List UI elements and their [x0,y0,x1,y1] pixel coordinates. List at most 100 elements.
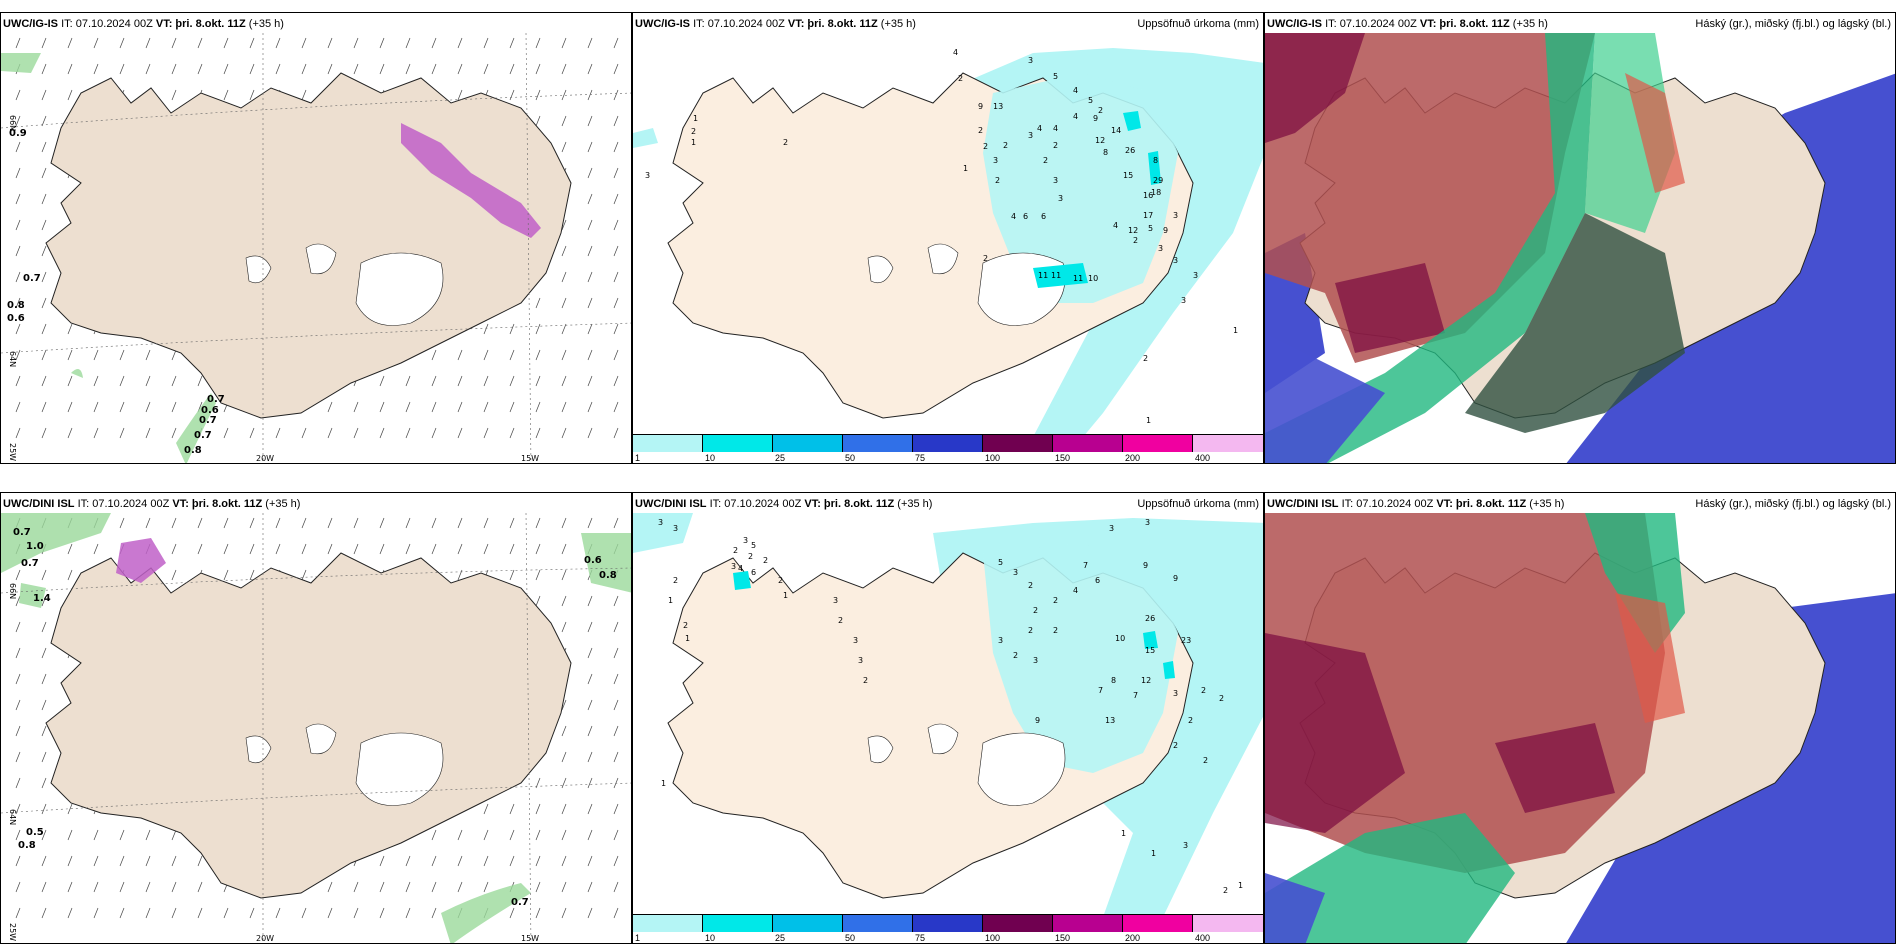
value-label: 0.6 [7,313,25,324]
mid-cloud-dark [1465,213,1685,433]
wind-barb [353,907,359,919]
wind-barb [171,855,177,867]
value-label: 2 [983,254,988,263]
wind-barb [405,543,411,555]
wind-barb [587,37,593,49]
value-label: 26 [1145,614,1155,623]
wind-barb [613,621,619,633]
value-label: 3 [1173,256,1178,265]
wind-barb [613,725,619,737]
wind-barb [197,907,203,919]
field-label: Uppsöfnuð úrkoma (mm) [1137,498,1259,510]
field-label: Háský (gr.), miðský (fj.bl.) og lágský (… [1695,498,1891,510]
wind-barb [483,375,489,387]
wind-barb [431,375,437,387]
value-label: 1 [1121,829,1126,838]
wind-barb [249,37,255,49]
wind-barb [561,621,567,633]
wind-barb [509,829,515,841]
wind-barb [15,245,21,257]
value-label: 0.6 [584,555,602,566]
wind-barb [431,829,437,841]
value-label: 2 [1013,651,1018,660]
wind-barb [587,375,593,387]
wind-barb [249,427,255,439]
wind-barb [353,401,359,413]
wind-barb [41,89,47,101]
value-label: 4 [1113,221,1118,230]
wind-barb [613,907,619,919]
wind-barb [561,349,567,361]
green-precip [1,513,631,943]
wind-barb [41,349,47,361]
wind-barb [197,543,203,555]
wind-barb [509,323,515,335]
wind-barb [145,517,151,529]
cyan-strong [1033,111,1161,288]
colorbar-label: 200 [1125,933,1141,943]
value-label: 12 [1141,676,1151,685]
wind-barb [613,271,619,283]
colorbar-label: 25 [775,453,786,463]
wind-barb [171,375,177,387]
panel-top-right-clouds: UWC/IG-IS IT: 07.10.2024 00Z VT: þri. 8.… [1264,12,1896,464]
wind-barb [613,803,619,815]
wind-barb [41,141,47,153]
wind-barb [15,297,21,309]
lon-label-15w: 15W [521,454,539,463]
value-label: 1.4 [33,593,51,604]
wind-barb [561,37,567,49]
wind-barb [93,375,99,387]
wind-barb [67,881,73,893]
value-label: 2 [1028,581,1033,590]
wind-barb [145,37,151,49]
wind-barb [587,777,593,789]
wind-barb [587,141,593,153]
wind-barb [15,777,21,789]
wind-barb [275,63,281,75]
high-cloud-area [1265,33,1445,353]
value-label: 0.7 [199,415,217,426]
panel-title: UWC/DINI ISL IT: 07.10.2024 00Z VT: þri.… [3,498,301,510]
lon-label-20w: 20W [256,454,274,463]
value-label: 9 [1173,574,1178,583]
wind-barb [15,115,21,127]
wind-barb [67,89,73,101]
wind-barb [535,517,541,529]
value-label: 7 [1133,691,1138,700]
wind-barb [535,595,541,607]
wind-barb [41,855,47,867]
wind-barb [613,297,619,309]
value-label: 4 [1011,212,1016,221]
wind-barb [145,829,151,841]
wind-barb [587,401,593,413]
value-label: 18 [1151,188,1161,197]
value-label: 15 [1123,171,1133,180]
wind-barb [457,37,463,49]
wind-barb [483,829,489,841]
wind-barb [119,881,125,893]
wind-barb [197,855,203,867]
wind-barb [301,907,307,919]
wind-barb [327,517,333,529]
wind-barb [379,63,385,75]
wind-barb [67,829,73,841]
wind-barb [613,323,619,335]
wind-barb [93,427,99,439]
wind-barb [509,349,515,361]
wind-barb [15,427,21,439]
wind-barb [457,881,463,893]
gridlines [1,33,631,463]
wind-barb [171,401,177,413]
value-label: 0.6 [201,405,219,416]
wind-barb [535,297,541,309]
wind-barb [509,427,515,439]
cyan-precip-area [983,543,1178,773]
lon-label-20w: 20W [256,934,274,943]
wind-barb [93,401,99,413]
wind-barb [145,907,151,919]
wind-barb [119,375,125,387]
wind-barb [171,829,177,841]
colorbar-box [703,915,773,932]
wind-barb [15,375,21,387]
